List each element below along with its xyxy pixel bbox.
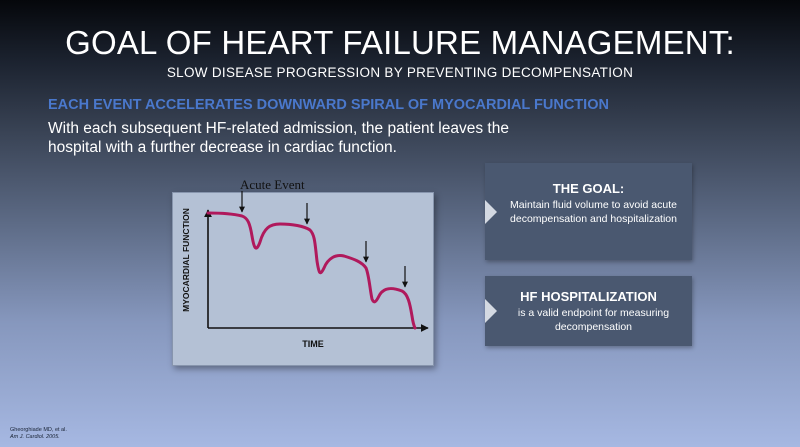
myocardial-function-curve (206, 211, 417, 330)
slide-title: GOAL OF HEART FAILURE MANAGEMENT: (65, 24, 735, 61)
hf-hospitalization-title: HF HOSPITALIZATION (520, 289, 657, 304)
goal-box: THE GOAL: Maintain fluid volume to avoid… (485, 163, 692, 260)
myocardial-function-diagram: Acute Event MYOCARDIAL FUNCTION TIME (181, 177, 429, 349)
section-heading: EACH EVENT ACCELERATES DOWNWARD SPIRAL O… (48, 97, 609, 113)
hf-hospitalization-box: HF HOSPITALIZATION is a valid endpoint f… (485, 276, 692, 346)
chevron-right-icon (485, 199, 497, 224)
x-axis-label: TIME (302, 339, 324, 349)
chevron-right-icon (485, 299, 497, 323)
slide-subtitle: SLOW DISEASE PROGRESSION BY PREVENTING D… (166, 65, 634, 80)
hf-hospitalization-text: is a valid endpoint for measuring decomp… (517, 307, 670, 333)
citation-journal: Am J. Cardiol. 2005. (10, 434, 60, 440)
citation-author: Gheorghiade MD, et al. (10, 427, 67, 433)
y-axis-label: MYOCARDIAL FUNCTION (181, 208, 191, 312)
body-text: With each subsequent HF-related admissio… (48, 120, 509, 156)
goal-box-title: THE GOAL: (552, 181, 625, 196)
goal-box-text: Maintain fluid volume to avoid acute dec… (510, 199, 677, 225)
citation: Gheorghiade MD, et al. Am J. Cardiol. 20… (10, 427, 67, 441)
acute-event-label: Acute Event (240, 177, 305, 192)
diagram-panel (172, 192, 434, 366)
